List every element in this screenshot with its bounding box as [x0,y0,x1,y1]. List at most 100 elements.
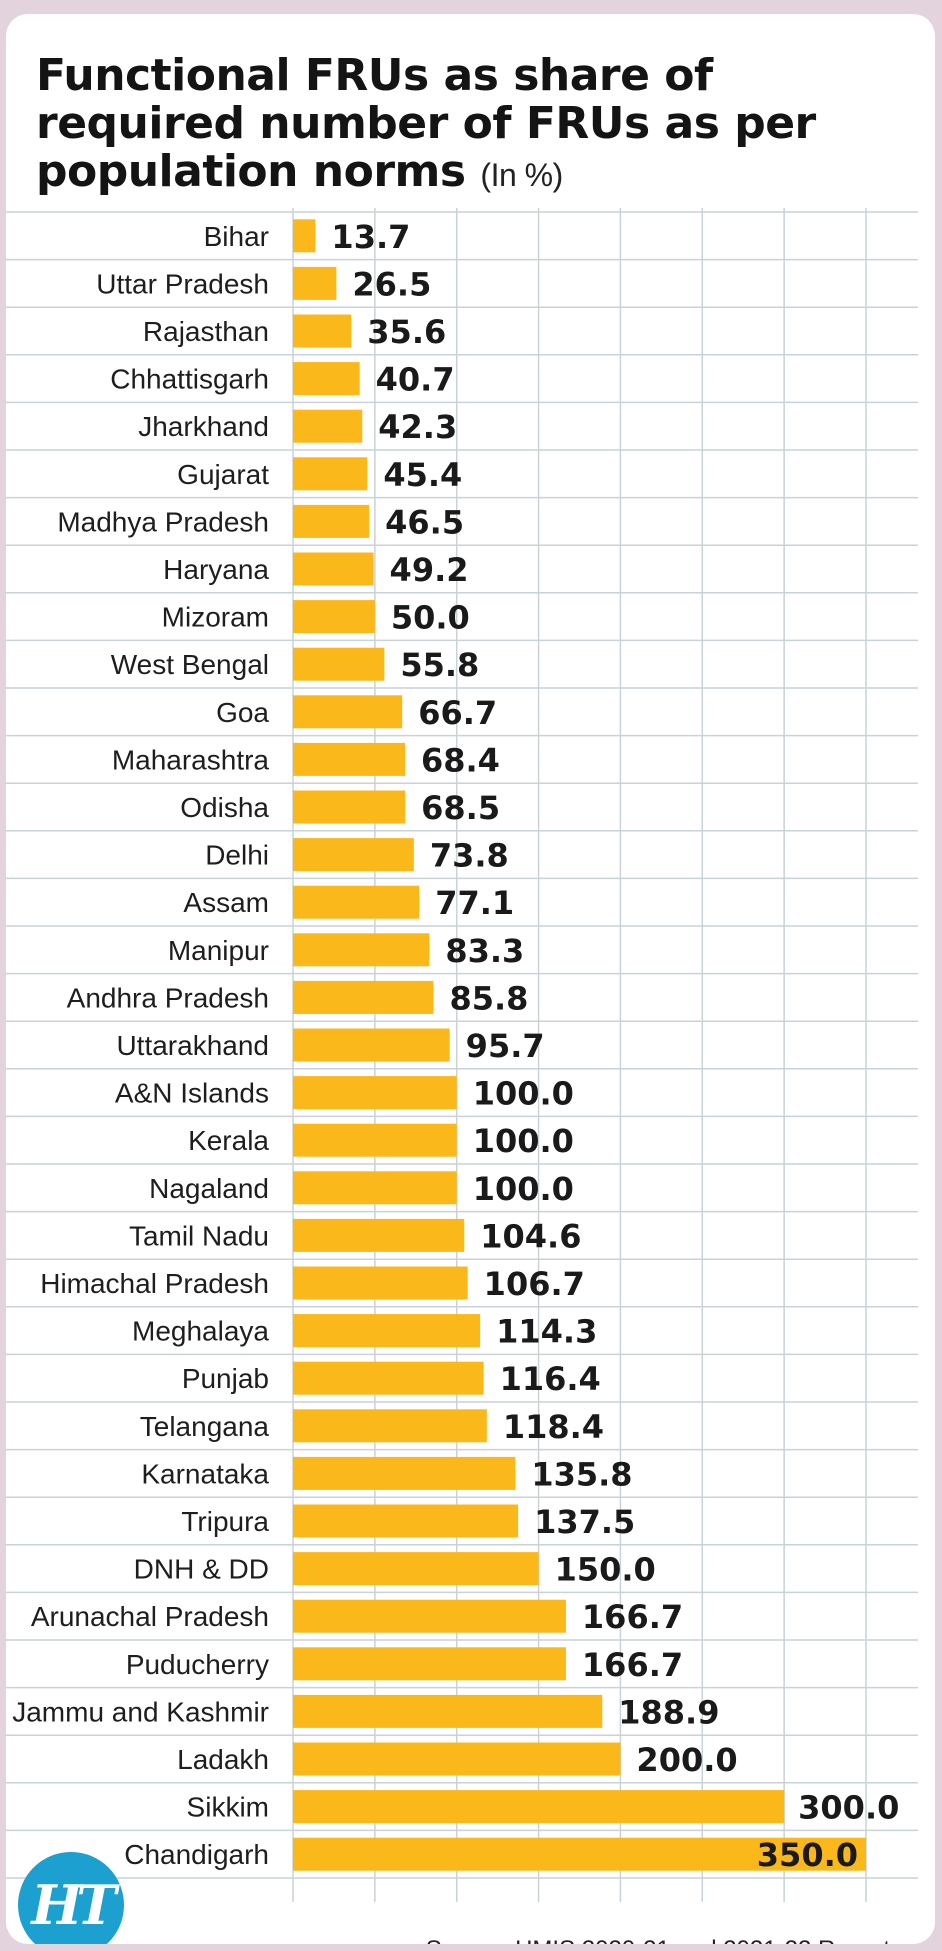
category-label: Rajasthan [143,316,269,347]
bar [293,1647,566,1681]
bar [293,552,374,586]
bar [293,362,360,396]
bar [293,1266,468,1300]
bar [293,885,420,919]
bar [293,219,316,253]
bar [293,1552,539,1586]
value-label: 68.5 [421,789,500,827]
category-label: Uttarakhand [116,1030,269,1061]
value-label: 83.3 [445,932,524,970]
category-label: Odisha [180,792,269,823]
category-label: Nagaland [149,1173,269,1204]
value-label: 100.0 [473,1122,574,1160]
value-label: 35.6 [367,313,446,351]
category-label: West Bengal [111,649,269,680]
value-label: 46.5 [385,503,464,541]
bar [293,933,430,967]
bar [293,1361,484,1395]
category-label: Telangana [140,1411,270,1442]
bar [293,838,414,872]
title-unit: (In %) [480,157,563,193]
category-label: Andhra Pradesh [67,982,269,1013]
bar [293,1076,457,1110]
category-label: Haryana [163,554,269,585]
value-label: 200.0 [636,1741,737,1779]
bar [293,1123,457,1157]
value-label: 188.9 [618,1693,719,1731]
category-label: Ladakh [177,1744,269,1775]
value-label: 45.4 [383,456,462,494]
bar [293,1837,866,1871]
category-label: Gujarat [177,459,269,490]
value-label: 77.1 [435,884,514,922]
category-label: Maharashtra [112,744,270,775]
value-label: 50.0 [391,599,470,637]
category-label: Himachal Pradesh [40,1268,269,1299]
category-label: Goa [216,697,269,728]
value-label: 55.8 [400,646,479,684]
value-label: 116.4 [500,1360,601,1398]
category-label: Tripura [181,1506,269,1537]
bar [293,1218,465,1252]
value-label: 106.7 [484,1265,585,1303]
bar [293,1694,603,1728]
bar [293,980,434,1014]
category-label: Tamil Nadu [129,1220,269,1251]
bar [293,695,403,729]
value-label: 100.0 [473,1170,574,1208]
value-label: 350.0 [757,1836,858,1874]
category-label: Arunachal Pradesh [31,1601,269,1632]
bar [293,790,406,824]
bar [293,1504,519,1538]
value-label: 95.7 [466,1027,545,1065]
value-label: 137.5 [534,1503,635,1541]
bar [293,742,405,776]
value-label: 13.7 [331,218,410,256]
bar [293,457,368,491]
value-label: 68.4 [421,741,500,779]
category-label: Puducherry [126,1649,269,1680]
category-label: Bihar [204,221,269,252]
bar [293,504,370,538]
category-label: Madhya Pradesh [57,506,269,537]
chart-card: Functional FRUs as share of required num… [6,14,935,1944]
value-label: 100.0 [473,1075,574,1113]
value-label: 150.0 [555,1551,656,1589]
category-label: Manipur [168,935,269,966]
bar [293,1409,487,1443]
bar [293,1742,621,1776]
ht-logo: HT [18,1852,124,1944]
value-label: 118.4 [503,1408,604,1446]
category-label: A&N Islands [115,1078,269,1109]
bar [293,409,363,443]
value-label: 114.3 [496,1313,597,1351]
bar [293,1028,450,1062]
category-label: Karnataka [141,1458,269,1489]
bar [293,1790,785,1824]
value-label: 135.8 [531,1455,632,1493]
category-label: Meghalaya [132,1316,269,1347]
category-label: Delhi [205,840,269,871]
value-label: 300.0 [798,1789,899,1827]
bar [293,600,375,634]
value-label: 166.7 [582,1598,683,1636]
category-label: Mizoram [162,602,269,633]
category-label: Jammu and Kashmir [12,1696,269,1727]
source-note: Source: HMIS 2020-21 and 2021-22 Report [426,1936,890,1944]
value-label: 42.3 [378,408,457,446]
category-label: Assam [183,887,269,918]
value-label: 166.7 [582,1646,683,1684]
category-label: Uttar Pradesh [96,268,269,299]
category-label: Chandigarh [124,1839,269,1870]
bar-chart: Bihar 13.7 Uttar Pradesh 26.5 Rajasthan 35.6 C… [6,208,918,1902]
category-label: Punjab [182,1363,269,1394]
category-label: Chhattisgarh [110,364,269,395]
value-label: 73.8 [430,837,509,875]
value-label: 85.8 [449,979,528,1017]
title-text: Functional FRUs as share of required num… [36,50,816,197]
category-label: Jharkhand [138,411,269,442]
bar [293,266,337,300]
chart-title: Functional FRUs as share of required num… [36,52,916,199]
bar [293,647,385,681]
bar [293,314,352,348]
